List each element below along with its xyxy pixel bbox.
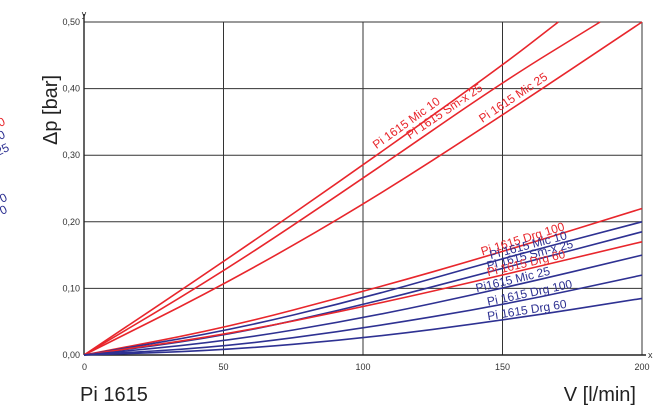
y-tick-label: 0,20 xyxy=(62,217,80,227)
series-line xyxy=(83,254,643,356)
edge-label: 10 xyxy=(0,127,8,145)
series-line xyxy=(83,231,643,356)
series-line xyxy=(83,21,601,356)
series-line xyxy=(83,207,643,356)
x-axis-letter: x xyxy=(648,350,653,360)
x-tick-label: 100 xyxy=(355,362,370,372)
edge-label: 25 xyxy=(0,140,12,158)
series-line xyxy=(83,221,643,356)
x-axis-label: V [l/min] xyxy=(564,384,636,406)
y-tick-label: 0,30 xyxy=(62,150,80,160)
series-label: Pi 1615 Mic 25 xyxy=(476,70,550,126)
y-tick-label: 0,50 xyxy=(62,17,80,27)
series-line xyxy=(83,241,643,356)
y-tick-label: 0,10 xyxy=(62,283,80,293)
y-tick-label: 0,00 xyxy=(62,350,80,360)
edge-label: 60 xyxy=(0,114,8,132)
chart-caption: Pi 1615 xyxy=(80,384,148,406)
series-line xyxy=(83,21,559,356)
grid xyxy=(84,21,643,355)
series-lines xyxy=(83,21,643,356)
y-axis-label: Δp [bar] xyxy=(40,75,62,145)
axes: 0,00 0,10 0,20 0,30 0,40 0,50 0 50 100 150 200 xyxy=(62,14,650,372)
x-tick-label: 150 xyxy=(495,362,510,372)
y-tick-label: 0,40 xyxy=(62,84,80,94)
edge-label: 0 xyxy=(0,202,10,218)
x-tick-label: 200 xyxy=(634,362,649,372)
series-line xyxy=(83,21,643,356)
x-tick-label: 0 xyxy=(82,362,87,372)
y-axis-letter: y xyxy=(82,9,87,19)
x-tick-label: 50 xyxy=(218,362,228,372)
edge-label: 0 xyxy=(0,190,10,206)
series-line xyxy=(83,297,643,356)
series-line xyxy=(83,274,643,356)
